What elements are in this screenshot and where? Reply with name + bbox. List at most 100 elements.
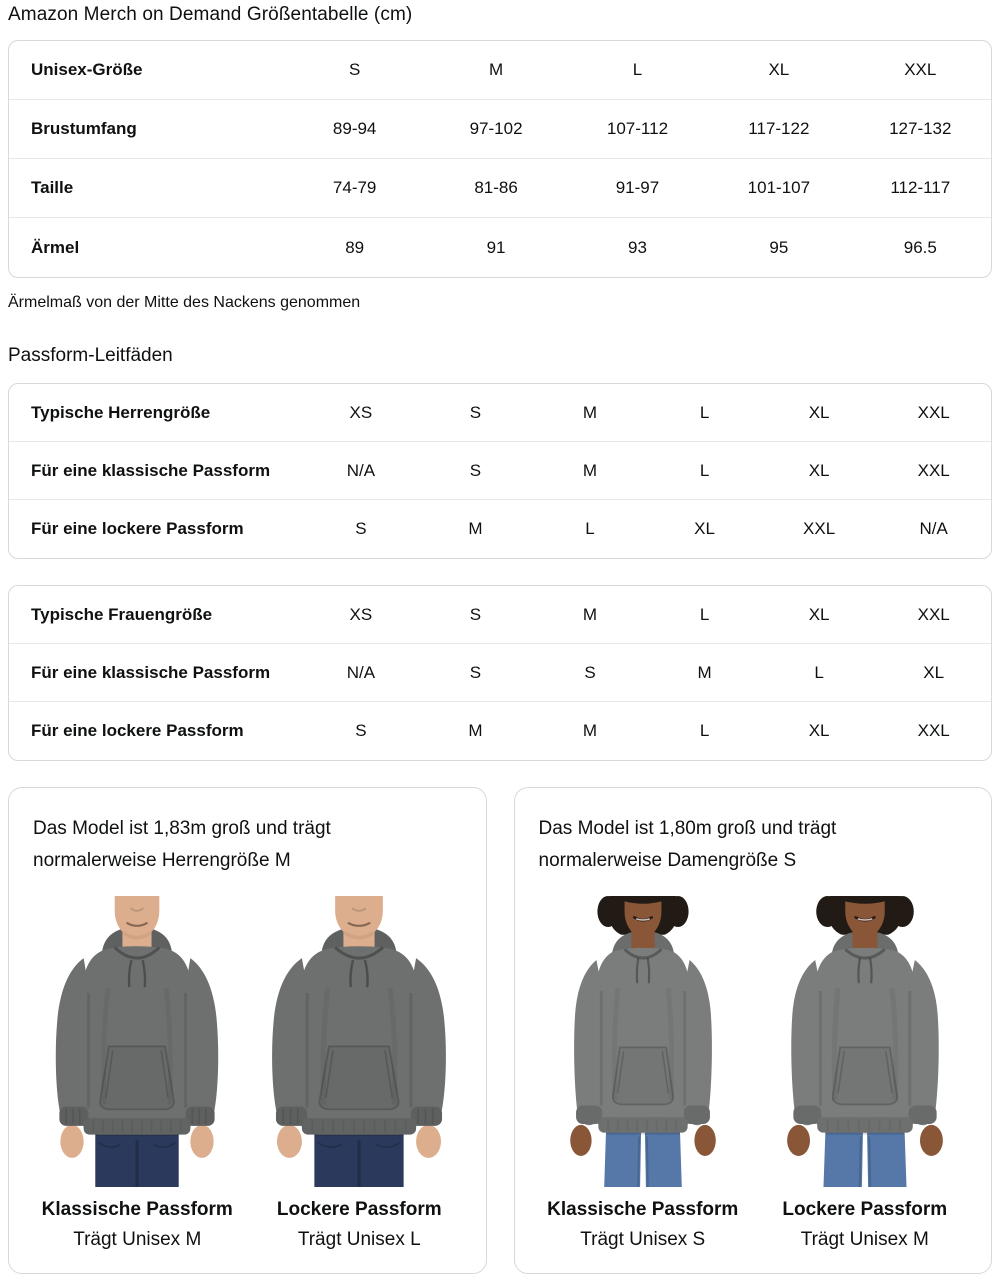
size-cell: L bbox=[699, 402, 710, 422]
row-label: Für eine lockere Passform bbox=[31, 721, 244, 740]
size-cell: XL bbox=[768, 60, 790, 79]
row-label: Für eine klassische Passform bbox=[31, 460, 271, 480]
size-cell: XS bbox=[349, 402, 373, 422]
row-label: Für eine lockere Passform bbox=[31, 519, 244, 538]
size-cell: L bbox=[699, 604, 710, 624]
size-worn-label: Trägt Unisex S bbox=[580, 1229, 706, 1250]
size-cell: M bbox=[582, 604, 598, 624]
unisex-size-table: Unisex-Größe S M L XL XXL Brustumfang 89… bbox=[8, 40, 992, 278]
model-figure: Lockere Passform Trägt Unisex M bbox=[765, 891, 964, 1251]
table-row: Ärmel 89 91 93 95 96.5 bbox=[9, 218, 991, 277]
size-cell: N/A bbox=[919, 519, 948, 538]
model-figure: Klassische Passform Trägt Unisex M bbox=[38, 891, 237, 1251]
size-cell: L bbox=[699, 460, 710, 480]
size-cell: XXL bbox=[917, 721, 950, 740]
size-cell: M bbox=[488, 60, 504, 79]
measure-cell: 97-102 bbox=[469, 119, 523, 138]
measure-cell: 95 bbox=[769, 237, 789, 257]
size-cell: N/A bbox=[346, 662, 376, 682]
measure-cell: 107-112 bbox=[606, 119, 669, 138]
size-cell: M bbox=[582, 402, 598, 422]
size-cell: S bbox=[469, 402, 482, 422]
row-label: Ärmel bbox=[31, 237, 80, 257]
row-label: Für eine klassische Passform bbox=[31, 662, 271, 682]
women-fit-table: Typische Frauengröße XS S M L XL XXL Für… bbox=[8, 585, 992, 761]
measure-cell: 89-94 bbox=[332, 119, 377, 138]
table-row: Für eine lockere Passform S M L XL XXL N… bbox=[9, 500, 991, 558]
men-fit-table: Typische Herrengröße XS S M L XL XXL Für… bbox=[8, 383, 992, 559]
size-cell: L bbox=[585, 519, 595, 538]
measure-cell: 101-107 bbox=[747, 178, 811, 197]
size-cell: M bbox=[582, 460, 598, 480]
fit-label: Lockere Passform bbox=[782, 1199, 948, 1220]
size-cell: XXL bbox=[917, 604, 950, 624]
size-cell: XXL bbox=[917, 460, 950, 480]
size-cell: S bbox=[469, 460, 482, 480]
page-title: Amazon Merch on Demand Größentabelle (cm… bbox=[8, 4, 413, 25]
measure-cell: 127-132 bbox=[889, 119, 952, 138]
size-cell: XXL bbox=[904, 60, 937, 79]
table-row: Brustumfang 89-94 97-102 107-112 117-122… bbox=[9, 100, 991, 159]
measure-cell: 96.5 bbox=[903, 237, 937, 257]
model-photo-classic-fit-female bbox=[543, 891, 742, 1187]
size-cell: XL bbox=[923, 662, 945, 682]
size-cell: XXL bbox=[803, 519, 836, 538]
men-model-card: Das Model ist 1,83m groß und trägt norma… bbox=[8, 787, 487, 1274]
size-cell: XXL bbox=[917, 402, 950, 422]
model-cards: Das Model ist 1,83m groß und trägt norma… bbox=[8, 787, 992, 1274]
model-photo-loose-fit-female bbox=[765, 891, 964, 1187]
table-row: Für eine lockere Passform S M M L XL XXL bbox=[9, 702, 991, 760]
measure-cell: 112-117 bbox=[890, 178, 951, 197]
size-cell: N/A bbox=[346, 460, 376, 480]
size-cell: XL bbox=[808, 460, 830, 480]
size-cell: S bbox=[469, 662, 482, 682]
size-cell: L bbox=[814, 662, 824, 682]
card-description: Das Model ist 1,80m groß und trägt norma… bbox=[538, 818, 837, 871]
sleeve-measure-footnote: Ärmelmaß von der Mitte des Nackens genom… bbox=[8, 294, 361, 311]
measure-cell: 81-86 bbox=[474, 178, 518, 197]
size-worn-label: Trägt Unisex M bbox=[73, 1229, 202, 1250]
fit-label: Klassische Passform bbox=[547, 1199, 739, 1220]
fit-label: Klassische Passform bbox=[41, 1199, 233, 1220]
model-figures: Klassische Passform Trägt Unisex S Locke… bbox=[539, 891, 970, 1251]
model-figures: Klassische Passform Trägt Unisex M Locke… bbox=[33, 891, 464, 1251]
model-photo-classic-fit-male bbox=[38, 891, 237, 1187]
measure-cell: 91-97 bbox=[615, 178, 660, 197]
model-figure: Lockere Passform Trägt Unisex L bbox=[260, 891, 459, 1251]
table-row: Typische Frauengröße XS S M L XL XXL bbox=[9, 586, 991, 644]
size-worn-label: Trägt Unisex M bbox=[800, 1229, 929, 1250]
model-photo-loose-fit-male bbox=[260, 891, 459, 1187]
size-cell: L bbox=[699, 721, 710, 740]
fit-label: Lockere Passform bbox=[276, 1199, 442, 1220]
measure-cell: 91 bbox=[486, 237, 506, 257]
size-cell: XL bbox=[694, 519, 715, 538]
row-label: Taille bbox=[31, 178, 74, 197]
size-cell: M bbox=[697, 662, 712, 682]
row-label: Typische Frauengröße bbox=[31, 604, 213, 624]
women-model-card: Das Model ist 1,80m groß und trägt norma… bbox=[513, 787, 992, 1274]
row-label: Typische Herrengröße bbox=[31, 402, 211, 422]
size-cell: S bbox=[348, 60, 361, 79]
table-row: Unisex-Größe S M L XL XXL bbox=[9, 41, 991, 100]
row-label: Brustumfang bbox=[31, 119, 137, 138]
table-row: Für eine klassische Passform N/A S M L X… bbox=[9, 442, 991, 500]
measure-cell: 117-122 bbox=[748, 119, 810, 138]
size-cell: S bbox=[584, 662, 596, 682]
table-row: Taille 74-79 81-86 91-97 101-107 112-117 bbox=[9, 159, 991, 218]
size-cell: M bbox=[468, 519, 483, 538]
size-cell: L bbox=[632, 60, 643, 79]
size-cell: S bbox=[355, 519, 367, 538]
measure-cell: 89 bbox=[345, 237, 365, 257]
table-row: Für eine klassische Passform N/A S S M L… bbox=[9, 644, 991, 702]
size-cell: XL bbox=[808, 604, 830, 624]
size-cell: S bbox=[469, 604, 482, 624]
size-cell: XL bbox=[808, 721, 830, 740]
measure-cell: 93 bbox=[628, 237, 647, 257]
size-cell: XL bbox=[808, 402, 830, 422]
card-description: Das Model ist 1,83m groß und trägt norma… bbox=[33, 818, 331, 871]
size-cell: M bbox=[468, 721, 483, 740]
row-label: Unisex-Größe bbox=[31, 60, 143, 79]
measure-cell: 74-79 bbox=[332, 178, 377, 197]
size-worn-label: Trägt Unisex L bbox=[297, 1229, 421, 1250]
size-cell: XS bbox=[349, 604, 373, 624]
